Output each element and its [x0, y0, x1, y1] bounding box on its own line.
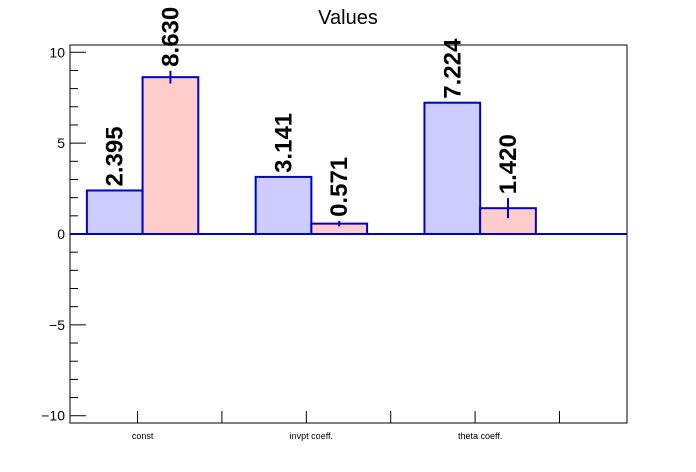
x-category-label: invpt coeff.	[290, 431, 333, 441]
bar	[85, 189, 144, 235]
y-tick-label: −5	[49, 317, 65, 333]
bar	[423, 101, 482, 235]
bars-group	[85, 76, 537, 235]
data-label: 0.571	[326, 157, 353, 217]
y-tick-label: 10	[49, 44, 65, 60]
data-label: 1.420	[495, 134, 522, 194]
x-category-label: const	[132, 431, 154, 441]
x-category-label: theta coeff.	[458, 431, 502, 441]
y-tick-label: 5	[57, 135, 65, 151]
axis-ticks: −10 −5 0 5 10 const invpt coeff. theta coeff.	[41, 44, 560, 441]
y-tick-label: 0	[57, 226, 65, 242]
data-labels-group: 2.395 3.141 7.224 8.630 0.571 1.420	[102, 7, 522, 217]
data-label: 2.395	[102, 126, 129, 186]
error-bars-group	[169, 70, 510, 227]
bar	[254, 175, 313, 235]
bar	[141, 76, 200, 235]
data-label: 3.141	[271, 113, 298, 173]
chart-title: Values	[318, 7, 378, 29]
data-label: 8.630	[157, 7, 184, 67]
y-tick-label: −10	[41, 408, 65, 424]
data-label: 7.224	[439, 38, 466, 99]
